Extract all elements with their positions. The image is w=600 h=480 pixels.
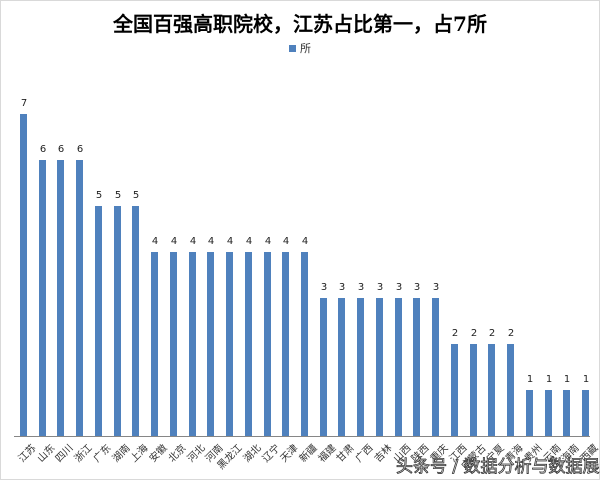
bar	[451, 344, 458, 436]
data-label: 1	[582, 374, 590, 385]
data-label: 4	[207, 236, 215, 247]
data-label: 6	[39, 144, 47, 155]
bar	[376, 298, 383, 436]
data-label: 3	[432, 282, 440, 293]
bar	[245, 252, 252, 436]
data-label: 5	[114, 190, 122, 201]
data-label: 3	[395, 282, 403, 293]
data-label: 4	[282, 236, 290, 247]
data-label: 1	[563, 374, 571, 385]
bar	[226, 252, 233, 436]
data-label: 4	[170, 236, 178, 247]
bar	[151, 252, 158, 436]
bar	[488, 344, 495, 436]
data-label: 5	[132, 190, 140, 201]
bar	[132, 206, 139, 436]
data-label: 2	[451, 328, 459, 339]
data-label: 3	[320, 282, 328, 293]
data-label: 3	[338, 282, 346, 293]
data-label: 6	[57, 144, 65, 155]
bar	[95, 206, 102, 436]
watermark: 头条号 / 数据分析与数据展示	[396, 457, 600, 478]
legend-label: 所	[300, 42, 311, 55]
data-label: 2	[507, 328, 515, 339]
data-label: 4	[301, 236, 309, 247]
data-label: 1	[526, 374, 534, 385]
bar	[264, 252, 271, 436]
bar	[432, 298, 439, 436]
bar	[170, 252, 177, 436]
data-label: 3	[376, 282, 384, 293]
data-label: 3	[413, 282, 421, 293]
bar	[413, 298, 420, 436]
data-label: 2	[488, 328, 496, 339]
bar	[57, 160, 64, 436]
bar	[563, 390, 570, 436]
data-label: 4	[226, 236, 234, 247]
bar	[338, 298, 345, 436]
bar	[582, 390, 589, 436]
bar	[282, 252, 289, 436]
data-label: 3	[357, 282, 365, 293]
data-label: 5	[95, 190, 103, 201]
chart-title: 全国百强高职院校，江苏占比第一，占7所	[113, 12, 487, 36]
bar	[526, 390, 533, 436]
bar	[320, 298, 327, 436]
bar	[114, 206, 121, 436]
data-label: 7	[20, 98, 28, 109]
data-label: 6	[76, 144, 84, 155]
bar	[20, 114, 27, 436]
data-label: 4	[189, 236, 197, 247]
bar	[395, 298, 402, 436]
data-label: 4	[245, 236, 253, 247]
data-label: 1	[545, 374, 553, 385]
bar	[207, 252, 214, 436]
bar	[189, 252, 196, 436]
bar	[301, 252, 308, 436]
bar	[507, 344, 514, 436]
data-label: 4	[151, 236, 159, 247]
x-axis-line	[14, 436, 590, 437]
bar	[545, 390, 552, 436]
chart-legend: 所	[0, 40, 600, 56]
data-label: 4	[264, 236, 272, 247]
legend-swatch	[289, 44, 296, 52]
bar	[76, 160, 83, 436]
data-label: 2	[470, 328, 478, 339]
bar	[39, 160, 46, 436]
bar	[470, 344, 477, 436]
bar	[357, 298, 364, 436]
